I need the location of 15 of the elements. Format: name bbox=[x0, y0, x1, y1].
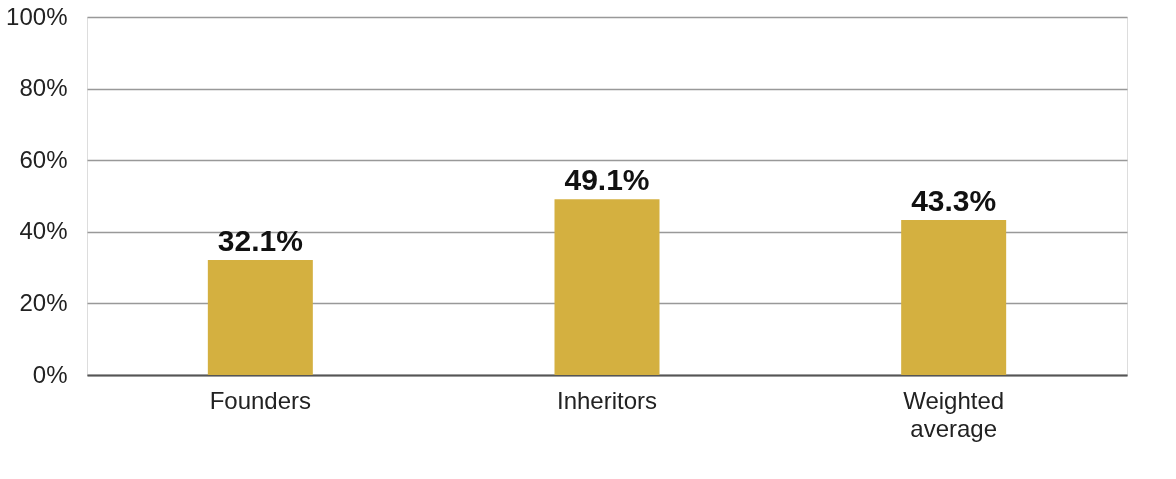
y-tick-label: 60% bbox=[19, 145, 68, 173]
data-label: 32.1% bbox=[217, 224, 303, 258]
y-tick-label: 100% bbox=[6, 2, 68, 30]
bar bbox=[554, 199, 660, 375]
y-tick-label: 40% bbox=[19, 217, 68, 245]
y-tick-label: 80% bbox=[19, 74, 68, 102]
x-tick-label: Inheritors bbox=[556, 386, 658, 414]
x-tick-label: Founders bbox=[209, 386, 312, 414]
bar bbox=[207, 260, 313, 375]
bar bbox=[901, 219, 1007, 375]
data-label: 43.3% bbox=[911, 183, 997, 217]
y-tick-label: 20% bbox=[19, 288, 68, 316]
y-tick-label: 0% bbox=[32, 360, 68, 388]
data-label: 49.1% bbox=[564, 163, 650, 197]
x-tick-label: Weighted average bbox=[903, 386, 1005, 442]
